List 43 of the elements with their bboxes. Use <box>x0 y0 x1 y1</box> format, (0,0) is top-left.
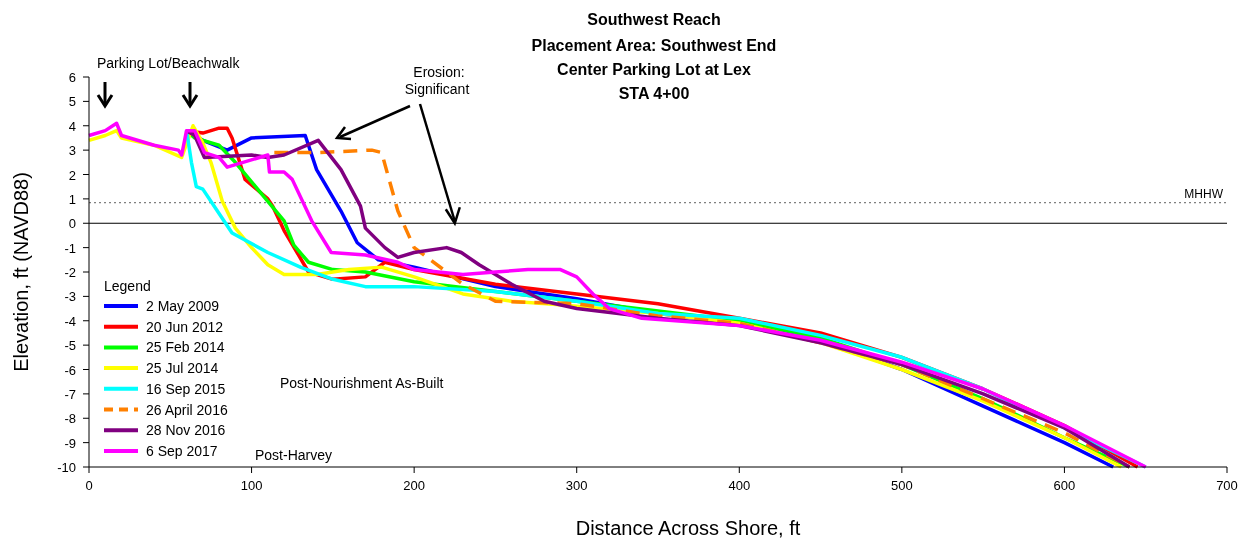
chart-subtitle: Placement Area: Southwest End Center Parking Lot at Lex STA 4+00 <box>531 37 777 102</box>
y-tick-label: 1 <box>68 191 76 207</box>
annotation: Post-Harvey <box>255 447 333 463</box>
y-tick-label: 4 <box>68 118 76 134</box>
y-tick-label: -9 <box>64 435 76 451</box>
x-tick-label: 100 <box>240 478 263 493</box>
x-tick-label: 500 <box>891 478 913 493</box>
y-tick-label: -7 <box>64 386 76 402</box>
y-tick-label: -4 <box>64 313 76 329</box>
y-axis-title: Elevation, ft (NAVD88) <box>10 172 32 372</box>
y-tick-label: -3 <box>64 289 76 305</box>
y-tick-label: -8 <box>64 411 76 427</box>
legend-label: 2 May 2009 <box>146 298 220 314</box>
y-tick-label: 6 <box>68 70 76 85</box>
annotation: Erosion: Significant <box>404 64 470 97</box>
x-tick-label: 0 <box>85 478 93 493</box>
legend-label: 25 Feb 2014 <box>146 339 225 356</box>
legend-label: 6 Sep 2017 <box>146 442 218 459</box>
y-tick-label: -5 <box>64 338 76 354</box>
y-tick-label: -1 <box>64 240 76 256</box>
y-tick-label: 0 <box>68 216 76 232</box>
y-tick-label: -6 <box>64 362 76 378</box>
chart-title: Southwest Reach <box>587 11 721 28</box>
y-tick-label: 3 <box>68 143 76 159</box>
x-tick-label: 700 <box>1216 478 1238 493</box>
y-tick-label: 5 <box>68 94 76 110</box>
y-tick-label: -2 <box>64 265 76 280</box>
legend-label: 16 Sep 2015 <box>146 380 226 397</box>
x-axis-title: Distance Across Shore, ft <box>575 517 801 539</box>
x-tick-label: 600 <box>1053 478 1076 493</box>
ref-line-label: MHHW <box>1184 186 1224 201</box>
legend-label: 28 Nov 2016 <box>146 422 226 439</box>
y-tick-label: -10 <box>57 460 76 475</box>
legend-label: 25 Jul 2014 <box>146 360 219 377</box>
legend-label: 26 April 2016 <box>146 401 228 418</box>
y-tick-label: 2 <box>68 167 76 183</box>
x-tick-label: 300 <box>565 478 588 493</box>
x-tick-label: 200 <box>403 478 425 493</box>
legend-label: 20 Jun 2012 <box>146 318 224 335</box>
text: Parking Lot/Beachwalk <box>97 55 241 71</box>
annotation: Post-Nourishment As-Built <box>280 375 444 391</box>
x-tick-label: 400 <box>728 478 751 493</box>
legend-title: Legend <box>104 278 151 294</box>
